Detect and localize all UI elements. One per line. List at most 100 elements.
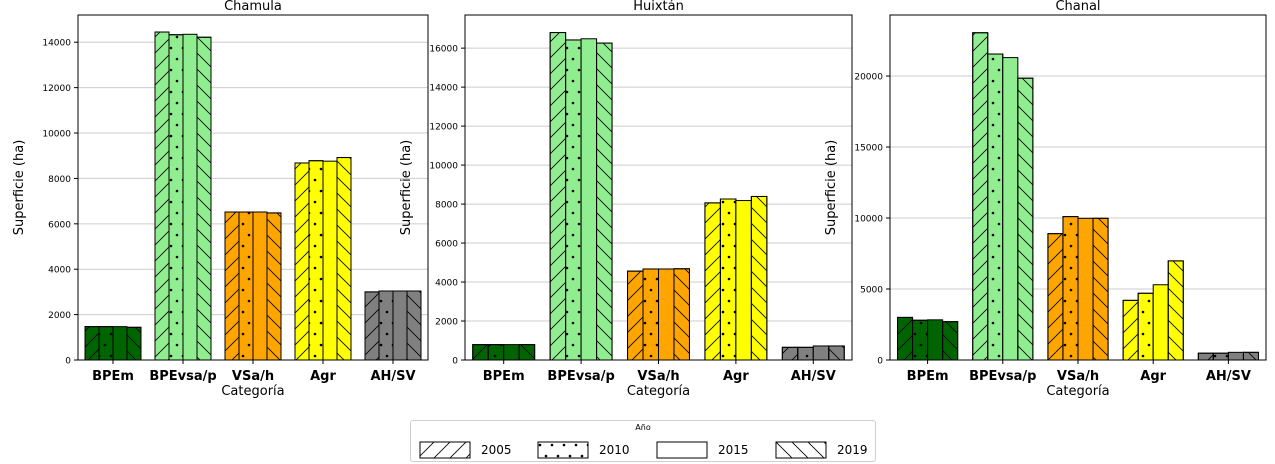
x-tick-label: BPEm [907, 369, 949, 384]
legend-swatch-2010 [537, 441, 589, 459]
bar-hatch-AH/SV-2019 [828, 345, 845, 361]
y-axis-label: Superficie (ha) [824, 140, 839, 236]
y-tick-label: 10000 [42, 130, 71, 140]
bar-hatch-AH/SV-2010 [378, 290, 394, 361]
x-tick-label: AH/SV [370, 369, 415, 384]
y-tick-label: 14000 [429, 84, 458, 94]
bar-hatch-BPEm-2010 [912, 319, 929, 361]
y-tick-label: 6000 [48, 220, 71, 230]
bar-hatch-VSa/h-2010 [238, 211, 254, 361]
x-tick-label: BPEm [92, 369, 134, 384]
bar-hatch-VSa/h-2010 [1062, 216, 1079, 361]
x-tick-label: VSa/h [1057, 369, 1099, 384]
bar-hatch-BPEvsa/p-2005 [549, 32, 567, 361]
bar-hatch-Agr-2019 [336, 157, 352, 361]
bar-hatch-VSa/h-2019 [266, 212, 282, 361]
bar-hatch-VSa/h-2010 [642, 268, 660, 361]
legend-item-2019: 2019 [775, 441, 868, 459]
x-tick-label: BPEm [483, 369, 525, 384]
x-tick-label: Agr [310, 369, 336, 384]
y-tick-label: 4000 [435, 279, 458, 289]
bar-BPEvsa/p-2015 [1002, 57, 1019, 361]
legend-swatch-2019 [775, 441, 827, 459]
y-tick-label: 12000 [429, 123, 458, 133]
bar-hatch-AH/SV-2010 [797, 346, 814, 361]
y-axis-label: Superficie (ha) [12, 140, 27, 236]
x-tick-label: VSa/h [637, 369, 679, 384]
y-tick-label: 2000 [435, 318, 458, 328]
axes-frame [77, 14, 429, 361]
bar-hatch-Agr-2010 [1137, 292, 1154, 361]
bar-hatch-Agr-2005 [1122, 299, 1139, 361]
bar-VSa/h-2015 [1077, 217, 1094, 361]
legend-item-2010: 2010 [537, 441, 630, 459]
chart-title: Huixtán [633, 0, 684, 14]
axes-frame [464, 14, 853, 361]
y-tick-label: 8000 [435, 201, 458, 211]
bar-hatch-BPEm-2019 [942, 321, 959, 361]
bar-hatch-AH/SV-2019 [1242, 351, 1259, 361]
bar-AH/SV-2015 [1227, 351, 1244, 361]
legend-label-2010: 2010 [599, 443, 630, 457]
legend-item-2015: 2015 [656, 441, 749, 459]
bar-hatch-BPEvsa/p-2019 [596, 42, 613, 361]
legend: Año 2005 2010 2015 201 [410, 420, 876, 462]
y-tick-label: 6000 [435, 240, 458, 250]
bar-hatch-AH/SV-2005 [781, 346, 799, 361]
y-tick-label: 8000 [48, 175, 71, 185]
axes-frame [889, 14, 1267, 361]
y-tick-label: 0 [65, 357, 71, 367]
y-tick-label: 0 [452, 357, 458, 367]
x-tick-label: BPEvsa/p [547, 369, 614, 384]
bar-hatch-VSa/h-2005 [1047, 233, 1064, 361]
chart-panel-1: 0 2000 4000 6000 8000 10000 12000 14000 16000 BPE… [399, 0, 853, 399]
y-tick-label: 20000 [854, 73, 883, 83]
legend-swatch-2005 [419, 441, 471, 459]
bar-hatch-BPEvsa/p-2010 [565, 39, 582, 361]
y-tick-label: 10000 [429, 162, 458, 172]
x-tick-label: VSa/h [232, 369, 274, 384]
bar-hatch-BPEvsa/p-2005 [154, 31, 170, 361]
x-axis-label: Categoría [627, 384, 690, 399]
x-tick-label: AH/SV [1206, 369, 1251, 384]
bar-hatch-BPEm-2010 [487, 344, 505, 361]
bar-hatch-Agr-2019 [750, 195, 768, 361]
bar-BPEvsa/p-2015 [580, 38, 598, 361]
y-tick-label: 0 [877, 357, 883, 367]
bar-hatch-BPEm-2005 [897, 316, 914, 361]
bar-BPEm-2015 [503, 344, 520, 361]
charts-svg: 0 2000 4000 6000 8000 10000 12000 14000 BPEm BPEv… [12, 0, 1267, 399]
x-tick-label: BPEvsa/p [969, 369, 1036, 384]
chart-title: Chamula [224, 0, 282, 14]
bar-AH/SV-2015 [392, 290, 408, 361]
bar-hatch-BPEm-2005 [84, 326, 100, 361]
bar-hatch-VSa/h-2005 [224, 211, 240, 361]
bar-hatch-BPEm-2019 [518, 344, 536, 361]
bar-BPEm-2015 [927, 319, 944, 361]
chart-title: Chanal [1055, 0, 1100, 14]
legend-label-2019: 2019 [837, 443, 868, 457]
x-tick-label: BPEvsa/p [149, 369, 216, 384]
bar-Agr-2015 [322, 160, 338, 361]
bar-hatch-BPEm-2019 [126, 326, 142, 361]
bar-VSa/h-2015 [658, 268, 675, 361]
x-axis-label: Categoría [221, 384, 284, 399]
bar-hatch-BPEvsa/p-2005 [972, 32, 989, 361]
bar-hatch-Agr-2010 [719, 198, 737, 361]
x-axis-label: Categoría [1046, 384, 1109, 399]
y-tick-label: 16000 [429, 45, 458, 55]
bar-VSa/h-2015 [252, 211, 268, 361]
bar-hatch-VSa/h-2019 [1092, 217, 1109, 361]
legend-swatch-2015 [656, 441, 708, 459]
bar-hatch-AH/SV-2010 [1212, 352, 1229, 361]
bar-hatch-Agr-2005 [704, 202, 721, 361]
bar-BPEvsa/p-2015 [182, 33, 198, 361]
y-tick-label: 12000 [42, 84, 71, 94]
bar-hatch-AH/SV-2019 [406, 290, 422, 361]
bar-hatch-AH/SV-2005 [364, 291, 380, 361]
y-tick-label: 4000 [48, 266, 71, 276]
y-tick-label: 14000 [42, 39, 71, 49]
bar-BPEm-2015 [112, 326, 128, 361]
y-tick-label: 10000 [854, 215, 883, 225]
